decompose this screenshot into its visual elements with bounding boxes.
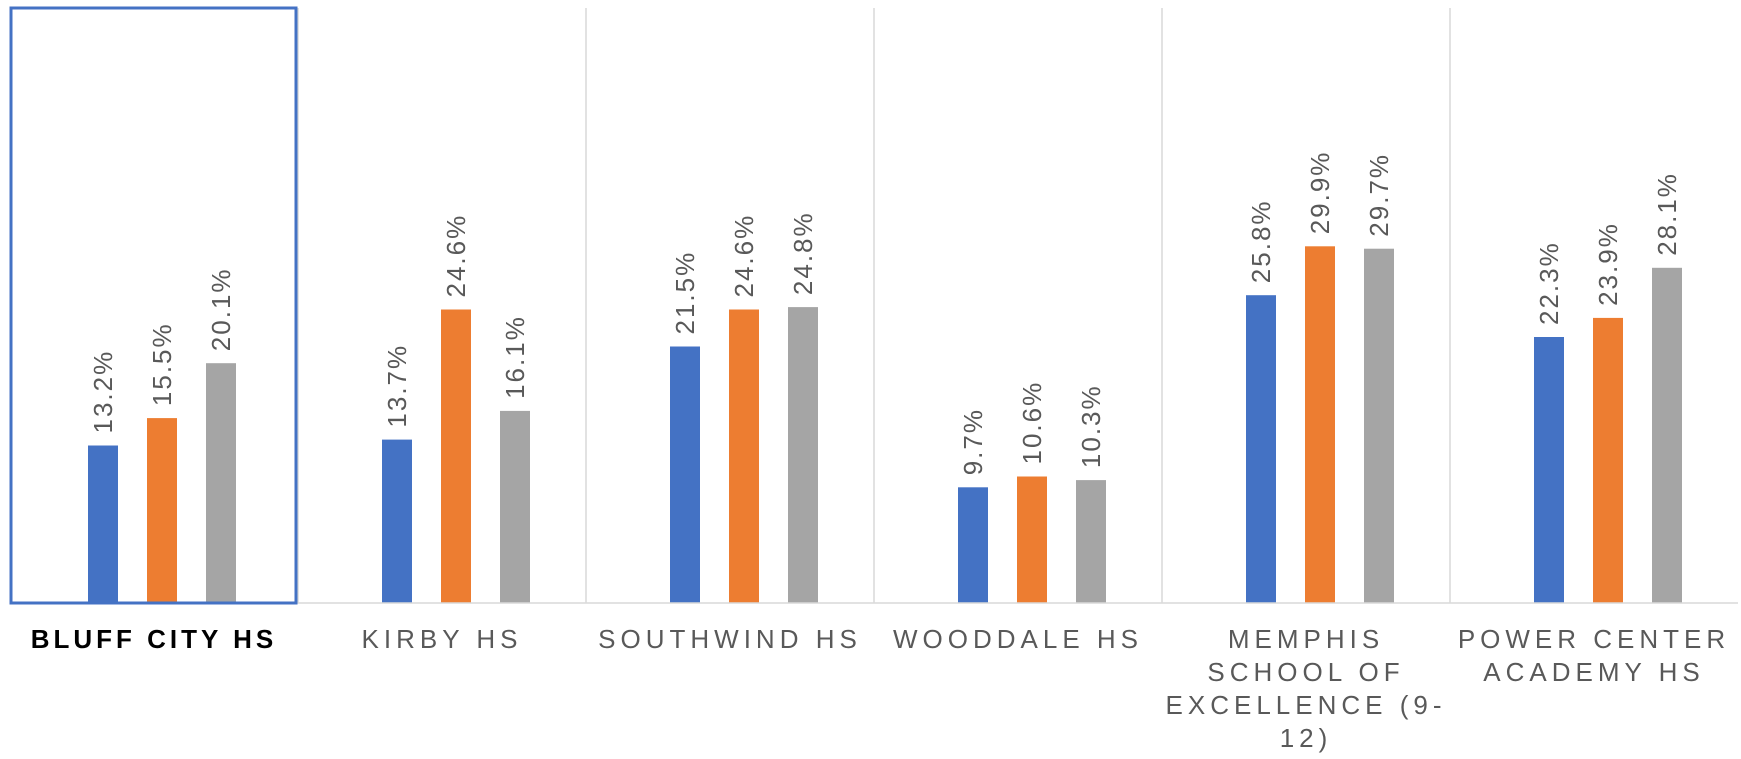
bar [206,363,236,603]
category-separators [297,8,1451,603]
category-label: KIRBY HS [361,624,523,654]
bar [1246,295,1276,603]
data-label: 21.5% [670,251,700,335]
highlight-box [9,6,298,605]
bar [958,487,988,603]
data-label: 13.7% [382,344,412,428]
data-label: 13.2% [88,350,118,434]
category-label: MEMPHIS SCHOOL OF EXCELLENCE (9-12) [1165,624,1447,753]
bar [670,346,700,603]
data-label: 23.9% [1593,222,1623,306]
bar [1364,248,1394,603]
bar [1593,317,1623,603]
bar [382,439,412,603]
data-label: 24.8% [788,211,818,295]
data-label: 9.7% [958,408,988,475]
data-label: 16.1% [500,315,530,399]
data-label: 22.3% [1534,241,1564,325]
bar [788,307,818,603]
data-label: 28.1% [1652,172,1682,256]
bar [500,410,530,603]
bar [1017,476,1047,603]
category-label: BLUFF CITY HS [30,624,278,654]
data-label: 10.6% [1017,381,1047,465]
data-label: 24.6% [729,214,759,298]
bars-group [88,246,1682,604]
data-label: 24.6% [441,214,471,298]
data-label: 20.1% [206,267,236,351]
category-label: POWER CENTER ACADEMY HS [1457,624,1731,687]
bar [441,309,471,603]
bar [88,445,118,603]
bar [1305,246,1335,604]
bar [1652,267,1682,603]
category-label: SOUTHWIND HS [598,624,862,654]
data-label: 29.9% [1305,151,1335,235]
category-label: WOODDALE HS [892,624,1144,654]
data-labels-group: 13.2% 15.5% 20.1% 13.7% 24.6% 16.1% 21.5% 24.6%… [88,151,1682,476]
data-label: 25.8% [1246,199,1276,283]
data-label: 29.7% [1364,153,1394,237]
bar [729,309,759,603]
bar [1076,480,1106,603]
data-label: 15.5% [147,322,177,406]
bar [147,418,177,603]
data-label: 10.3% [1076,384,1106,468]
bar [1534,337,1564,603]
